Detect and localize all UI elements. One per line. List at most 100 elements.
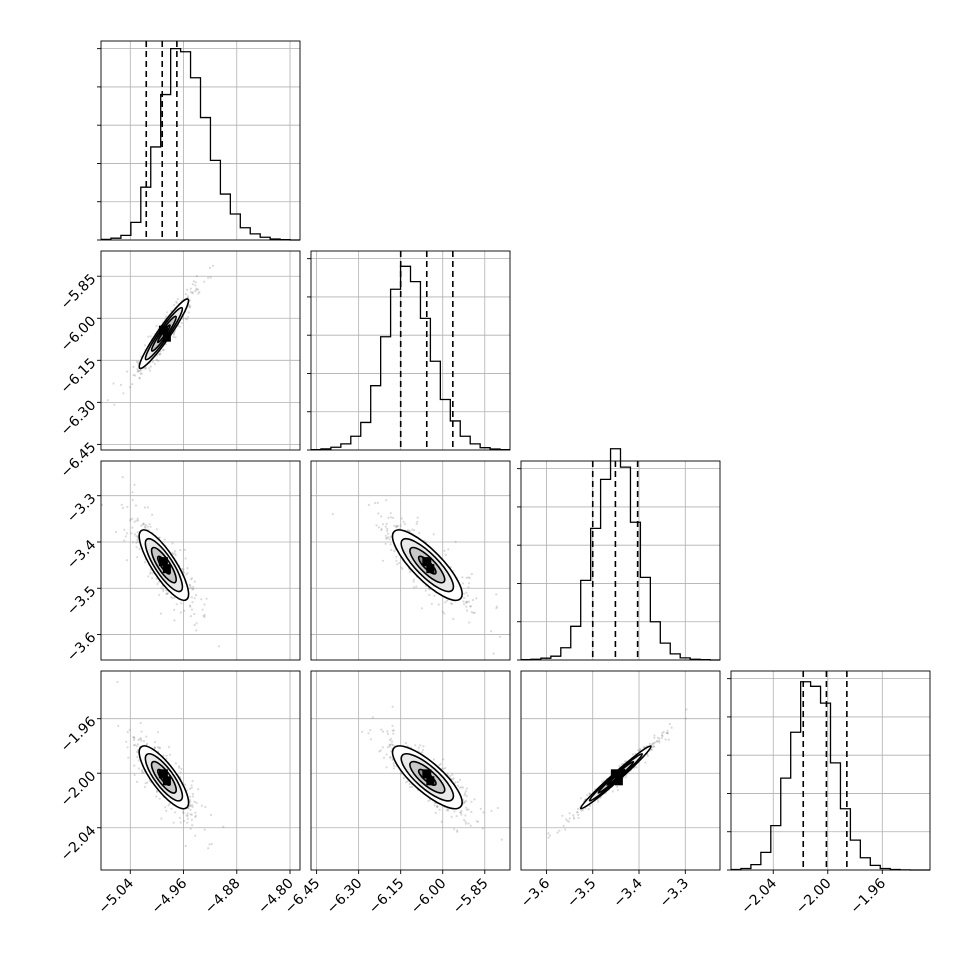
sample-point [191,779,194,783]
density-peak [158,769,168,779]
sample-point [461,576,464,579]
sample-point [133,737,136,740]
sample-point [469,605,473,608]
sample-point [222,825,225,828]
sample-point [190,784,193,787]
sample-point [471,598,475,602]
sample-point [656,736,659,739]
panel-content-3-2 [547,708,688,839]
sample-point [498,635,502,638]
sample-point [189,813,192,816]
sample-point [191,805,194,809]
sample-point [411,785,414,788]
sample-point [137,361,140,364]
sample-point [131,491,134,494]
sample-point [175,603,178,606]
sample-point [405,781,408,784]
sample-point [459,811,463,814]
sample-point [186,821,189,824]
sample-point [447,548,450,551]
sample-point [495,607,498,610]
panel-frame-3-0 [100,670,301,871]
sample-point [459,778,462,782]
sample-point [395,559,398,562]
sample-point [381,746,385,749]
sample-point [106,399,109,402]
sample-point [184,557,187,560]
sample-point [132,736,135,739]
sample-point [369,738,372,741]
sample-point [384,542,387,545]
sample-point [162,348,165,352]
sample-point [136,755,139,759]
sample-point [142,771,145,775]
sample-point [331,513,334,516]
sample-point [447,809,450,812]
sample-point [475,597,478,600]
sample-point [419,744,422,747]
sample-point [179,549,182,552]
sample-point [130,532,133,535]
sample-point [568,812,571,815]
x-tick-label-3-2: −1.96 [847,875,889,917]
sample-point [125,559,128,562]
sample-point [165,757,168,760]
sample-point [446,599,449,602]
sample-point [587,808,590,811]
sample-point [388,745,391,748]
sample-point [210,842,213,846]
diag-frame-2 [520,460,721,661]
sample-point [177,765,181,768]
x-tick-label-1-4: −5.85 [450,876,492,918]
sample-point [464,822,468,825]
sample-point [384,525,387,528]
histogram-0 [101,48,300,241]
sample-point [644,761,647,764]
sample-point [456,784,460,787]
sample-point [203,603,206,606]
sample-point [194,834,197,837]
sample-point [392,516,395,519]
sample-point [465,605,468,608]
sample-point [465,808,469,811]
sample-point [381,559,385,562]
sample-point [184,317,187,320]
sample-point [684,717,687,720]
sample-point [189,605,192,608]
sample-point [656,740,659,743]
sample-point [133,374,137,377]
sample-point [151,572,154,575]
sample-point [142,522,145,525]
sample-point [399,772,402,775]
sample-point [392,764,396,767]
sample-point [148,367,151,370]
sample-point [158,593,161,597]
y-tick-label-3-0: −2.04 [58,823,100,865]
sample-point [168,753,172,756]
sample-point [158,746,161,749]
panel-content-2-1 [331,499,502,655]
sample-point [137,759,140,762]
sample-point [451,773,454,776]
sample-point [406,529,410,532]
sample-point [153,746,157,749]
density-peak [162,564,171,574]
sample-point [166,311,169,314]
sample-point [500,838,503,841]
sample-point [191,292,194,295]
sample-point [566,819,569,822]
sample-point [495,593,498,596]
sample-point [140,730,143,733]
sample-point [391,758,394,762]
sample-point [427,799,430,803]
sample-point [160,817,163,820]
sample-point [385,753,388,756]
sample-point [392,767,395,770]
sample-point [125,532,128,535]
sample-point [135,780,139,784]
sample-point [144,526,147,530]
density-peak [422,769,432,779]
sample-point [195,629,198,632]
sample-point [184,844,187,848]
sample-point [101,503,104,506]
